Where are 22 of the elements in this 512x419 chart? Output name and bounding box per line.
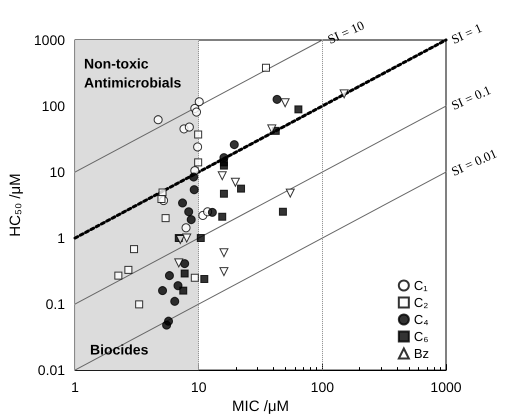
legend-label: C₄ (414, 312, 429, 327)
legend-label: C₁ (414, 278, 428, 293)
y-tick-label: 1 (57, 230, 66, 246)
x-tick-label: 10 (190, 379, 207, 396)
y-tick-label: 1000 (34, 32, 66, 48)
legend-label: Bz (414, 346, 429, 361)
y-tick-label: 0.01 (38, 362, 66, 378)
x-axis-title: MIC /μM (232, 398, 290, 415)
text: SI = 0.1 (448, 82, 494, 113)
annotation: Biocides (90, 342, 149, 358)
y-tick-label: 0.1 (46, 296, 66, 312)
y-tick-label: 10 (49, 164, 66, 180)
x-tick-label: 1000 (430, 379, 462, 396)
annotation: Non-toxic Antimicrobials (84, 56, 182, 90)
text: SI = 0.01 (448, 146, 500, 179)
x-tick-label: 1 (71, 379, 80, 396)
legend-label: C₆ (414, 329, 428, 344)
y-axis-title: HC₅₀ /μM (7, 173, 24, 237)
text: SI = 1 (448, 20, 484, 47)
x-tick-label: 100 (310, 379, 334, 396)
y-tick-label: 100 (42, 98, 66, 114)
legend-label: C₂ (414, 295, 428, 310)
